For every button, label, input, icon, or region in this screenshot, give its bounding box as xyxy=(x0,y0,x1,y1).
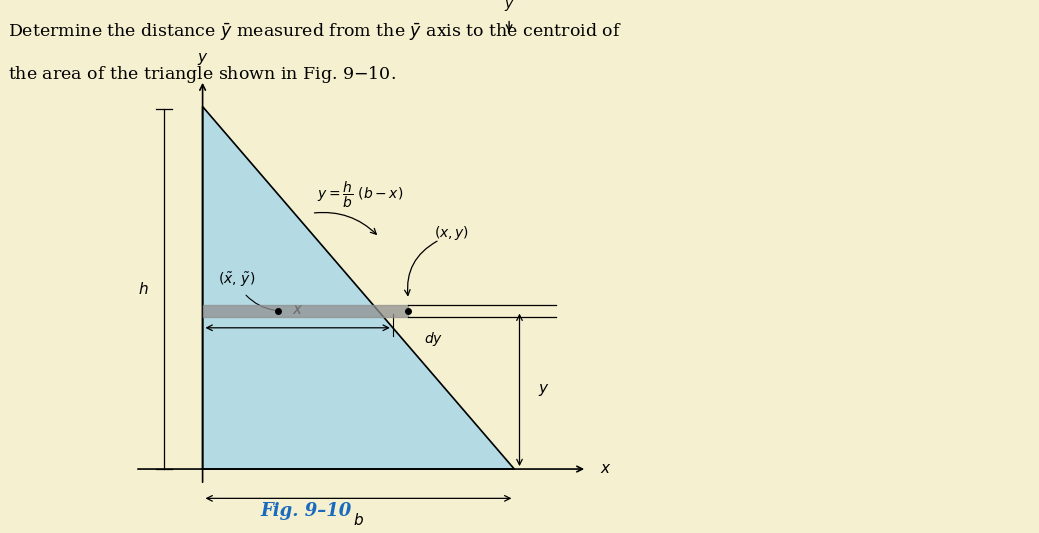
Polygon shape xyxy=(203,107,514,469)
Bar xyxy=(203,305,408,317)
Text: $x$: $x$ xyxy=(600,462,611,476)
Text: $\it{y}$: $\it{y}$ xyxy=(504,0,514,13)
Text: $h$: $h$ xyxy=(138,281,149,297)
Text: $(x,y)$: $(x,y)$ xyxy=(434,224,470,242)
Text: Determine the distance $\bar{y}$ measured from the $\bar{y}$ axis to the centroi: Determine the distance $\bar{y}$ measure… xyxy=(8,21,622,43)
Text: $x$: $x$ xyxy=(292,303,303,317)
Text: $dy$: $dy$ xyxy=(424,330,443,349)
Text: $b$: $b$ xyxy=(353,512,364,528)
Text: the area of the triangle shown in Fig. 9$-$10.: the area of the triangle shown in Fig. 9… xyxy=(8,64,396,85)
Text: $y = \dfrac{h}{b}\ (b - x)$: $y = \dfrac{h}{b}\ (b - x)$ xyxy=(317,180,403,209)
Text: $(\tilde{x},\,\tilde{y})$: $(\tilde{x},\,\tilde{y})$ xyxy=(218,271,256,289)
Text: Fig. 9–10: Fig. 9–10 xyxy=(261,502,352,520)
Text: $y$: $y$ xyxy=(538,382,550,398)
Text: $y$: $y$ xyxy=(196,51,209,67)
